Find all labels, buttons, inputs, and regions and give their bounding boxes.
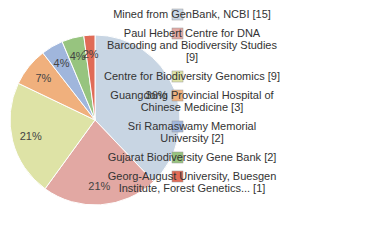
svg-text:Centre for Biodiversity Genomi: Centre for Biodiversity Genomics [9] [104, 70, 280, 82]
svg-text:Guangdong Provincial Hospital: Guangdong Provincial Hospital ofChinese … [110, 89, 274, 113]
svg-text:21%: 21% [20, 130, 42, 142]
svg-text:4%: 4% [54, 57, 70, 69]
svg-text:Georg-August University, Buesg: Georg-August University, BuesgenInstitut… [108, 170, 277, 194]
svg-text:7%: 7% [35, 72, 51, 84]
svg-text:Gujarat Biodiversity Gene Bank: Gujarat Biodiversity Gene Bank [2] [108, 151, 277, 163]
svg-text:4%: 4% [69, 50, 86, 62]
svg-text:Sri Ramaswamy MemorialUniversi: Sri Ramaswamy MemorialUniversity [2] [128, 120, 256, 144]
svg-text:2%: 2% [83, 48, 99, 60]
svg-text:Mined from GenBank, NCBI [15]: Mined from GenBank, NCBI [15] [113, 8, 271, 20]
svg-text:Paul Hebert Centre for DNABarc: Paul Hebert Centre for DNABarcoding and … [107, 27, 277, 63]
svg-text:21%: 21% [88, 180, 111, 193]
